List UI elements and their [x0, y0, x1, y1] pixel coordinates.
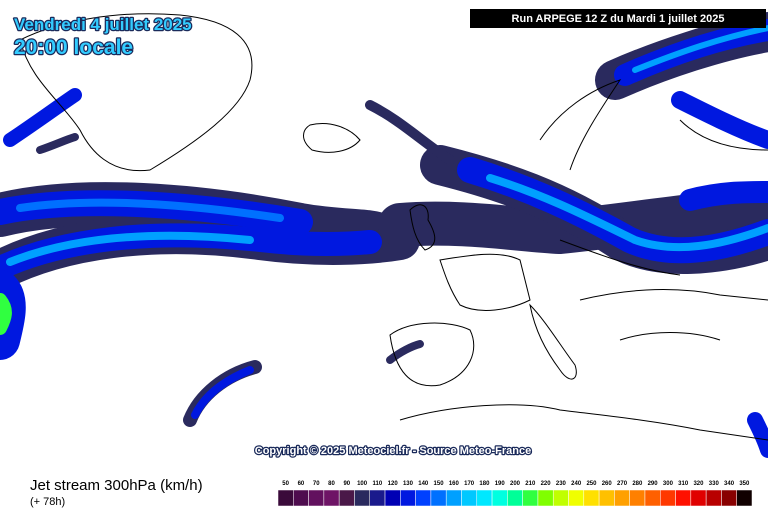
scale-swatch: [552, 489, 569, 507]
legend-title: Jet stream 300hPa (km/h): [30, 477, 203, 494]
jet-streams: [0, 12, 768, 458]
scale-swatch: [323, 489, 340, 507]
scale-swatch: [308, 489, 325, 507]
scale-swatch: [537, 489, 554, 507]
scale-label: 320: [693, 481, 704, 487]
date-text: Vendredi 4 juillet 2025: [14, 15, 192, 34]
scale-label: 250: [586, 481, 597, 487]
scale-label: 310: [678, 481, 689, 487]
scale-label: 340: [724, 481, 735, 487]
scale-label: 260: [602, 481, 613, 487]
scale-label: 60: [298, 481, 305, 487]
scale-label: 50: [282, 481, 289, 487]
scale-swatch: [736, 489, 753, 507]
scale-swatch: [461, 489, 478, 507]
scale-swatch: [445, 489, 462, 507]
scale-label: 200: [510, 481, 521, 487]
scale-swatch: [415, 489, 432, 507]
scale-label: 300: [663, 481, 674, 487]
time-text: 20:00 locale: [14, 36, 133, 59]
scale-swatch: [400, 489, 416, 507]
scale-swatch: [522, 489, 539, 507]
run-text: Run ARPEGE 12 Z du Mardi 1 juillet 2025: [512, 13, 725, 25]
scale-swatch: [614, 489, 630, 507]
scale-swatch: [629, 489, 646, 507]
scale-label: 160: [449, 481, 460, 487]
scale-swatch: [507, 489, 523, 507]
scale-label: 90: [343, 481, 350, 487]
scale-label: 100: [357, 481, 368, 487]
scale-swatch: [338, 489, 355, 507]
scale-label: 140: [418, 481, 429, 487]
scale-swatch: [721, 489, 737, 507]
scale-swatch: [644, 489, 661, 507]
scale-label: 150: [434, 481, 445, 487]
scale-swatch: [277, 489, 294, 507]
scale-swatch: [660, 489, 676, 507]
scale-label: 170: [464, 481, 475, 487]
scale-swatch: [354, 489, 370, 507]
scale-label: 210: [525, 481, 536, 487]
scale-label: 110: [373, 481, 383, 487]
copyright: Copyright © 2025 Meteociel.fr - Source M…: [255, 445, 531, 457]
scale-swatch: [705, 489, 722, 507]
scale-label: 180: [479, 481, 490, 487]
scale-swatch: [690, 489, 707, 507]
scale-swatch: [583, 489, 600, 507]
scale-label: 290: [648, 481, 659, 487]
color-scale: 50 60 70 80 90 100 110 120 130 140 150 160 170 180 190…: [277, 481, 753, 507]
scale-swatch: [430, 489, 447, 507]
scale-swatch: [384, 489, 401, 507]
scale-swatch: [675, 489, 692, 507]
scale-label: 120: [388, 481, 399, 487]
scale-swatch: [491, 489, 508, 507]
scale-label: 330: [709, 481, 720, 487]
scale-swatch: [568, 489, 585, 507]
scale-label: 240: [571, 481, 582, 487]
scale-swatch: [598, 489, 615, 507]
run-box: [470, 9, 766, 28]
scale-label: 270: [617, 481, 628, 487]
scale-swatch: [293, 489, 309, 507]
scale-label: 130: [403, 481, 414, 487]
scale-label: 80: [328, 481, 335, 487]
scale-label: 230: [556, 481, 567, 487]
scale-swatch: [476, 489, 493, 507]
scale-label: 190: [495, 481, 506, 487]
scale-label: 350: [739, 481, 750, 487]
scale-swatch: [369, 489, 386, 507]
coastlines: [19, 13, 768, 441]
legend-lead: (+ 78h): [30, 496, 65, 508]
scale-label: 70: [313, 481, 320, 487]
scale-label: 220: [541, 481, 552, 487]
scale-label: 280: [632, 481, 643, 487]
